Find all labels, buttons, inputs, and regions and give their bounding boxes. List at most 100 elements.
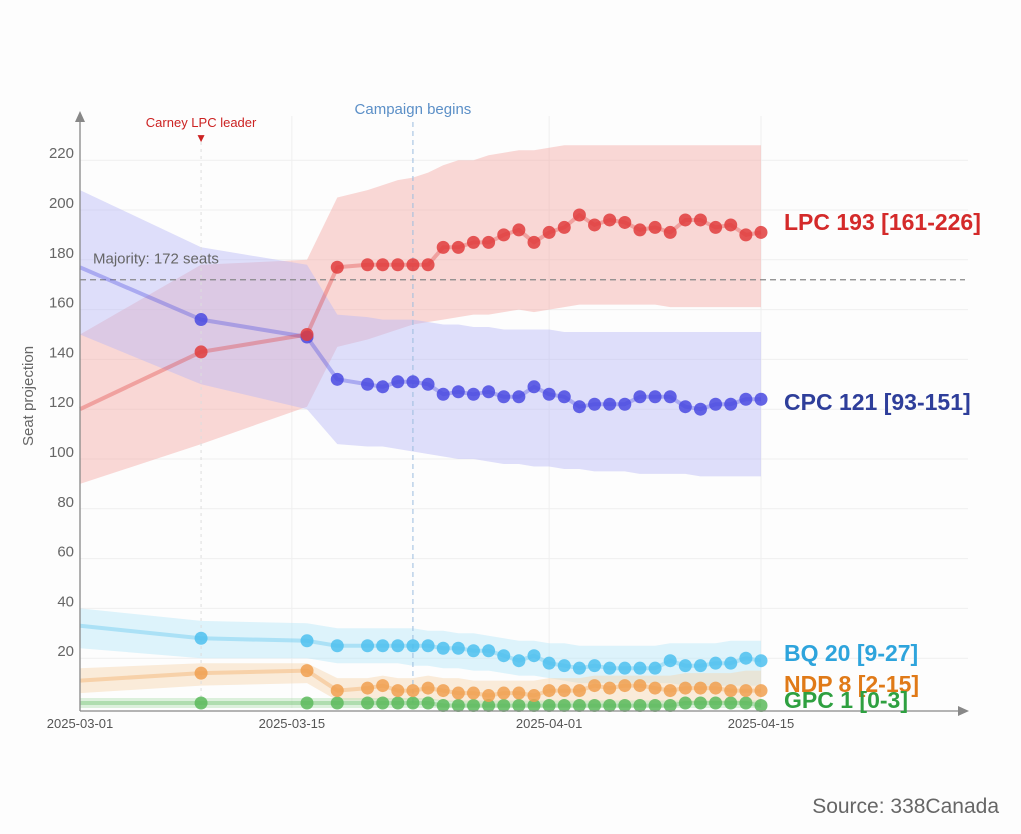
- gpc-data-point: [588, 699, 602, 713]
- ndp-data-point: [678, 681, 692, 695]
- lpc-data-point: [421, 258, 435, 272]
- ndp-data-point: [527, 689, 541, 703]
- ndp-end-label: NDP 8 [2-15]: [784, 671, 919, 697]
- bq-data-point: [436, 641, 450, 655]
- bq-data-point: [482, 644, 496, 658]
- bq-data-point: [466, 644, 480, 658]
- ndp-data-point: [330, 684, 344, 698]
- lpc-data-point: [754, 225, 768, 239]
- gpc-data-point: [739, 696, 753, 710]
- gpc-data-point: [709, 696, 723, 710]
- gpc-data-point: [330, 696, 344, 710]
- ndp-data-point: [194, 666, 208, 680]
- bq-data-point: [391, 639, 405, 653]
- bq-data-point: [754, 654, 768, 668]
- cpc-data-point: [663, 390, 677, 404]
- gpc-data-point: [542, 699, 556, 713]
- cpc-data-point: [436, 387, 450, 401]
- ndp-data-point: [361, 681, 375, 695]
- cpc-data-point: [512, 390, 526, 404]
- x-tick-label: 2025-04-01: [516, 716, 583, 731]
- gpc-data-point: [572, 699, 586, 713]
- ndp-data-point: [739, 684, 753, 698]
- lpc-data-point: [572, 208, 586, 222]
- gpc-data-point: [300, 696, 314, 710]
- ndp-data-point: [451, 686, 465, 700]
- lpc-data-point: [648, 220, 662, 234]
- lpc-data-point: [678, 213, 692, 227]
- cpc-data-point: [527, 380, 541, 394]
- gpc-data-point: [557, 699, 571, 713]
- gpc-data-point: [754, 699, 768, 713]
- ndp-data-point: [588, 679, 602, 693]
- cpc-data-point: [754, 392, 768, 406]
- gpc-data-point: [633, 699, 647, 713]
- ndp-data-point: [663, 684, 677, 698]
- lpc-data-point: [633, 223, 647, 237]
- lpc-data-point: [739, 228, 753, 242]
- bq-data-point: [724, 656, 738, 670]
- cpc-data-point: [693, 402, 707, 416]
- cpc-data-point: [648, 390, 662, 404]
- gpc-data-point: [361, 696, 375, 710]
- bq-data-point: [512, 654, 526, 668]
- cpc-data-point: [194, 313, 208, 327]
- ndp-data-point: [466, 686, 480, 700]
- lpc-data-point: [542, 225, 556, 239]
- cpc-data-point: [361, 377, 375, 391]
- ndp-data-point: [633, 679, 647, 693]
- gpc-data-point: [376, 696, 390, 710]
- cpc-end-label: CPC 121 [93-151]: [784, 389, 971, 415]
- cpc-data-point: [678, 400, 692, 414]
- lpc-data-point: [406, 258, 420, 272]
- ndp-data-point: [436, 684, 450, 698]
- lpc-data-point: [512, 223, 526, 237]
- cpc-data-point: [572, 400, 586, 414]
- y-axis-arrow: [75, 111, 85, 122]
- axes: 20 40 60 80 100 120 140 160 180 200 220 2025-03-01 2…: [47, 111, 969, 731]
- y-tick-label: 180: [49, 245, 74, 262]
- gpc-data-point: [436, 699, 450, 713]
- bq-data-point: [709, 656, 723, 670]
- cpc-data-point: [406, 375, 420, 389]
- bq-data-point: [451, 641, 465, 655]
- gridlines: [79, 116, 968, 708]
- cpc-data-point: [709, 397, 723, 411]
- x-axis-arrow: [958, 706, 969, 716]
- gpc-data-point: [194, 696, 208, 710]
- cpc-data-point: [588, 397, 602, 411]
- ndp-data-point: [648, 681, 662, 695]
- cpc-data-point: [482, 385, 496, 399]
- bq-data-point: [618, 661, 632, 675]
- bq-data-point: [421, 639, 435, 653]
- bq-data-point: [376, 639, 390, 653]
- cpc-data-point: [497, 390, 511, 404]
- bq-data-point: [497, 649, 511, 663]
- lpc-end-label: LPC 193 [161-226]: [784, 209, 981, 235]
- campaign-begins-label: Campaign begins: [355, 101, 472, 118]
- y-axis-title: Seat projection: [20, 346, 37, 446]
- y-tick-label: 60: [57, 544, 74, 561]
- gpc-data-point: [648, 699, 662, 713]
- bq-data-point: [633, 661, 647, 675]
- bq-data-point: [527, 649, 541, 663]
- lpc-data-point: [603, 213, 617, 227]
- gpc-data-point: [724, 696, 738, 710]
- bq-data-point: [588, 659, 602, 673]
- bq-data-point: [194, 631, 208, 645]
- ndp-data-point: [482, 689, 496, 703]
- x-tick-label: 2025-03-15: [259, 716, 326, 731]
- ndp-data-point: [693, 681, 707, 695]
- lpc-data-point: [451, 240, 465, 254]
- ndp-data-point: [497, 686, 511, 700]
- bq-data-point: [572, 661, 586, 675]
- event-markers: Carney LPC leader▼ Campaign begins: [146, 101, 472, 708]
- bq-end-label: BQ 20 [9-27]: [784, 640, 918, 666]
- majority-label: Majority: 172 seats: [93, 251, 219, 268]
- bq-data-point: [361, 639, 375, 653]
- lpc-data-point: [618, 215, 632, 229]
- ndp-data-point: [376, 679, 390, 693]
- lpc-data-point: [663, 225, 677, 239]
